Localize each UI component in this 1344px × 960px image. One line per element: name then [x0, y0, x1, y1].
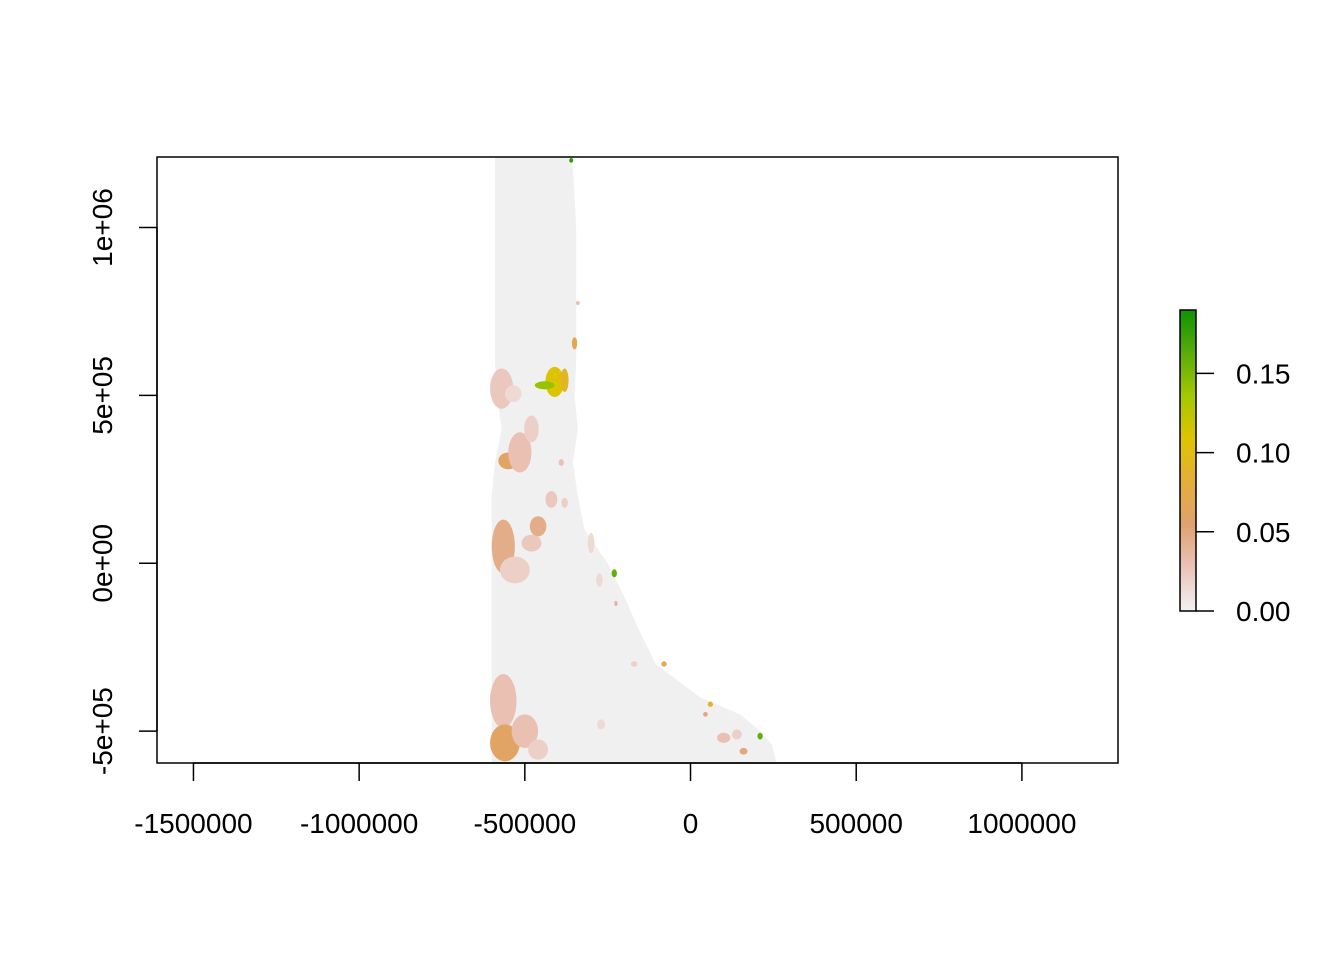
color-legend: 0.00 0.05 0.10 0.15 [1179, 309, 1291, 627]
raster-patch [630, 661, 638, 667]
raster-patch [571, 337, 578, 350]
y-tick-label: 0e+00 [87, 524, 118, 603]
raster-land-mask [491, 157, 777, 763]
x-axis: -1500000 -1000000 -500000 0 500000 1000000 [134, 762, 1076, 839]
raster-patch [499, 556, 530, 584]
raster-patch [490, 674, 517, 728]
raster-patch [560, 368, 569, 393]
raster-patch [587, 533, 595, 554]
y-axis: -5e+05 0e+00 5e+05 1e+06 [87, 188, 158, 775]
raster-layer [490, 157, 777, 763]
x-tick-label: 500000 [809, 808, 902, 839]
x-tick-label: -1000000 [300, 808, 418, 839]
raster-patch [614, 600, 618, 607]
raster-patch [596, 573, 603, 587]
raster-patch [529, 516, 547, 537]
legend-tick-label: 0.00 [1236, 596, 1291, 627]
raster-patch [521, 534, 542, 552]
raster-patch [569, 158, 574, 163]
raster-patch [528, 739, 549, 760]
raster-patch [661, 661, 667, 667]
legend-tick-label: 0.15 [1236, 358, 1291, 389]
raster-patch [575, 301, 580, 306]
x-tick-label: 0 [683, 808, 699, 839]
y-tick-label: -5e+05 [87, 687, 118, 775]
raster-patch [717, 732, 731, 743]
raster-patch [707, 701, 714, 707]
legend-color-bar [1179, 309, 1197, 612]
x-tick-label: 1000000 [967, 808, 1076, 839]
raster-patch [703, 711, 708, 717]
raster-patch [545, 366, 564, 398]
raster-patch [508, 432, 532, 473]
raster-patch [558, 459, 564, 466]
raster-patch [561, 497, 568, 508]
x-tick-label: -500000 [473, 808, 576, 839]
raster-patch [611, 569, 617, 578]
y-tick-label: 1e+06 [87, 188, 118, 267]
y-tick-label: 5e+05 [87, 356, 118, 435]
raster-patch [757, 732, 763, 740]
raster-patch [511, 714, 539, 748]
raster-patch [534, 381, 555, 390]
raster-patch [545, 491, 558, 508]
raster-patch [504, 385, 522, 403]
raster-patch [524, 415, 539, 443]
x-tick-label: -1500000 [134, 808, 252, 839]
raster-patch [597, 719, 606, 730]
raster-patch [731, 729, 742, 740]
legend-tick-label: 0.10 [1236, 438, 1291, 469]
legend-tick-label: 0.05 [1236, 517, 1291, 548]
raster-patch [739, 747, 748, 755]
